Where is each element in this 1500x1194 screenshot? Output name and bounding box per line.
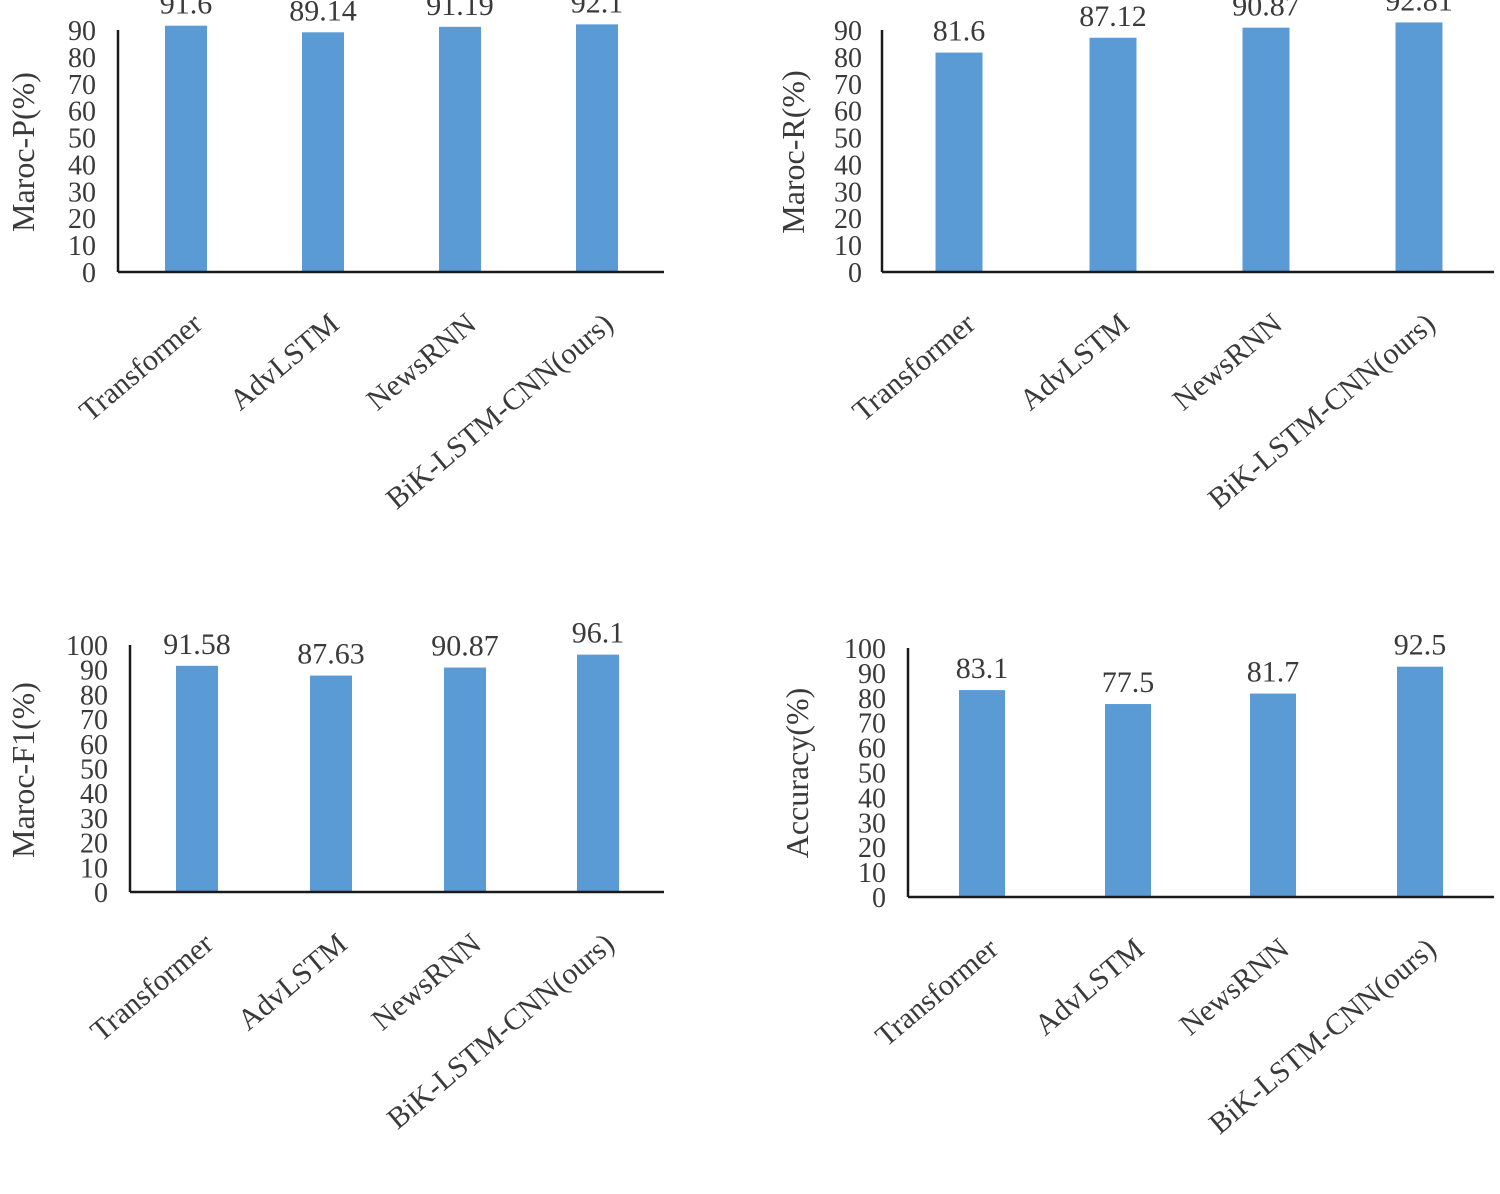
y-tick-label: 90 <box>80 656 108 687</box>
y-tick-label: 50 <box>858 759 886 790</box>
y-tick-label: 40 <box>858 783 886 814</box>
data-label: 87.63 <box>297 638 365 671</box>
y-tick-label: 80 <box>858 684 886 715</box>
bar <box>302 32 344 273</box>
y-tick-label: 30 <box>80 804 108 835</box>
data-label: 92.5 <box>1394 629 1447 662</box>
bar <box>577 654 619 892</box>
y-tick-label: 70 <box>68 70 96 101</box>
data-label: 87.12 <box>1079 0 1147 33</box>
y-tick-label: 30 <box>834 177 862 208</box>
y-tick-label: 40 <box>834 150 862 181</box>
y-tick-label: 80 <box>834 43 862 74</box>
data-label: 90.87 <box>1232 0 1300 23</box>
bar <box>1105 704 1151 897</box>
data-label: 90.87 <box>431 630 499 663</box>
x-category-label: Transformer <box>869 932 1004 1053</box>
y-tick-label: 70 <box>80 705 108 736</box>
y-tick-label: 80 <box>68 43 96 74</box>
x-category-label: Transformer <box>84 927 219 1048</box>
y-tick-label: 80 <box>80 680 108 711</box>
y-tick-label: 70 <box>834 70 862 101</box>
y-tick-label: 20 <box>834 204 862 235</box>
bar <box>444 667 486 892</box>
y-tick-label: 10 <box>80 853 108 884</box>
x-category-label: AdvLSTM <box>231 927 353 1037</box>
y-tick-label: 0 <box>872 883 886 914</box>
y-tick-label: 40 <box>68 150 96 181</box>
y-tick-label: 70 <box>858 709 886 740</box>
bar <box>1089 37 1137 272</box>
y-tick-label: 40 <box>80 779 108 810</box>
x-category-label: AdvLSTM <box>223 307 345 417</box>
y-tick-label: 50 <box>68 124 96 155</box>
bar <box>576 24 618 272</box>
bar <box>439 26 481 273</box>
y-tick-label: 10 <box>68 231 96 262</box>
x-category-label: NewsRNN <box>365 927 487 1037</box>
data-label: 89.14 <box>289 0 357 27</box>
x-category-label: NewsRNN <box>1173 932 1295 1042</box>
y-tick-label: 90 <box>68 16 96 47</box>
data-label: 83.1 <box>956 652 1009 685</box>
bar <box>176 665 218 892</box>
y-tick-label: 60 <box>68 97 96 128</box>
x-category-label: AdvLSTM <box>1028 932 1150 1042</box>
data-label: 81.7 <box>1247 656 1300 689</box>
y-tick-label: 100 <box>844 634 886 665</box>
x-category-label: Transformer <box>73 307 208 428</box>
y-tick-label: 20 <box>68 204 96 235</box>
x-category-label: NewsRNN <box>360 307 482 417</box>
y-tick-label: 0 <box>94 878 108 909</box>
data-label: 81.6 <box>933 15 986 48</box>
y-tick-label: 60 <box>858 734 886 765</box>
data-label: 92.1 <box>571 0 624 19</box>
bar <box>1395 22 1443 273</box>
y-tick-label: 60 <box>80 730 108 761</box>
y-tick-label: 10 <box>858 858 886 889</box>
y-axis-title: Maroc-P(%) <box>5 72 41 232</box>
y-axis-title: Maroc-F1(%) <box>5 682 41 858</box>
bar <box>310 675 352 892</box>
x-category-label: BiK-LSTM-CNN(ours) <box>380 307 620 515</box>
data-label: 77.5 <box>1102 666 1155 699</box>
data-label: 91.19 <box>426 0 494 22</box>
y-tick-label: 50 <box>80 755 108 786</box>
y-tick-label: 10 <box>834 231 862 262</box>
data-label: 96.1 <box>572 617 625 650</box>
bar <box>935 52 983 272</box>
y-tick-label: 60 <box>834 97 862 128</box>
y-tick-label: 20 <box>80 829 108 860</box>
y-tick-label: 90 <box>834 16 862 47</box>
data-label: 92.81 <box>1385 0 1453 17</box>
bar <box>165 25 207 272</box>
x-category-label: NewsRNN <box>1166 307 1288 417</box>
y-tick-label: 30 <box>858 808 886 839</box>
bar <box>959 690 1005 897</box>
bar <box>1397 666 1443 897</box>
y-tick-label: 0 <box>82 258 96 289</box>
y-tick-label: 0 <box>848 258 862 289</box>
x-category-label: AdvLSTM <box>1013 307 1135 417</box>
y-tick-label: 100 <box>66 631 108 662</box>
bar <box>1242 27 1290 272</box>
data-label: 91.6 <box>160 0 213 21</box>
y-tick-label: 30 <box>68 177 96 208</box>
bar <box>1250 693 1296 897</box>
y-tick-label: 50 <box>834 124 862 155</box>
y-tick-label: 90 <box>858 659 886 690</box>
x-category-label: Transformer <box>846 307 981 428</box>
y-axis-title: Accuracy(%) <box>779 688 815 859</box>
data-label: 91.58 <box>163 628 231 661</box>
x-category-label: BiK-LSTM-CNN(ours) <box>381 927 621 1135</box>
y-axis-title: Maroc-R(%) <box>775 70 811 233</box>
y-tick-label: 20 <box>858 833 886 864</box>
